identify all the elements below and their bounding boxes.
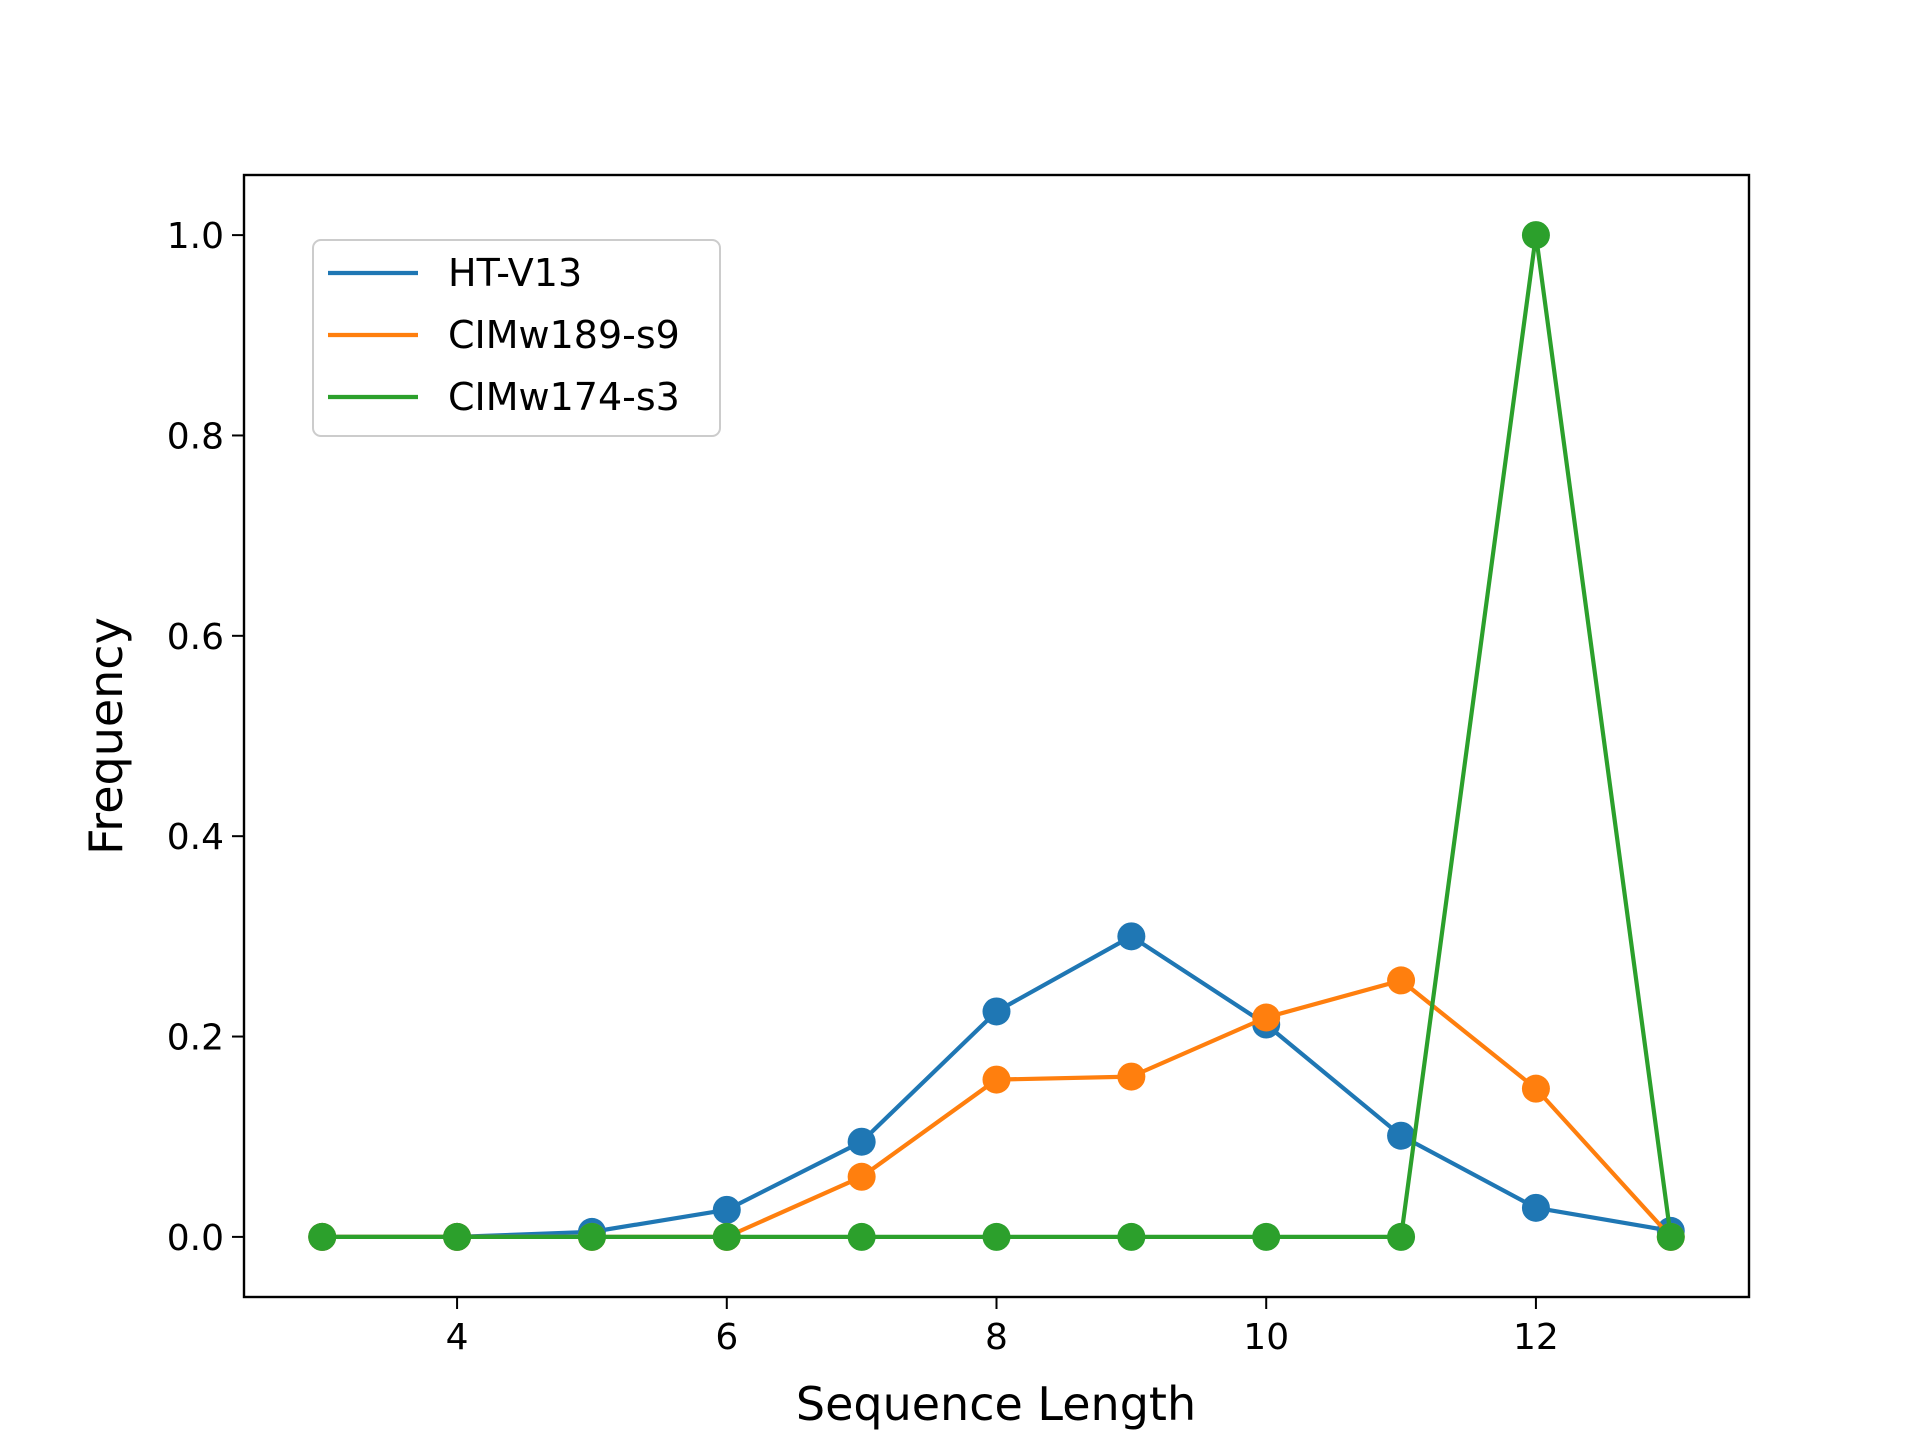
data-point <box>712 1195 741 1224</box>
data-point <box>847 1127 876 1156</box>
data-layer <box>308 221 1685 1251</box>
data-point <box>1117 922 1146 951</box>
y-tick-label: 1.0 <box>167 216 224 257</box>
data-point <box>982 997 1011 1026</box>
data-point <box>982 1065 1011 1094</box>
y-tick-label: 0.0 <box>167 1218 224 1259</box>
data-point <box>847 1222 876 1251</box>
data-point <box>1387 1121 1416 1150</box>
y-tick-label: 0.4 <box>167 817 224 858</box>
x-tick-label: 12 <box>1513 1317 1559 1358</box>
legend-label: HT-V13 <box>448 251 582 295</box>
data-point <box>1252 1003 1281 1032</box>
data-point <box>1521 1193 1550 1222</box>
data-point <box>1387 1222 1416 1251</box>
y-tick-label: 0.2 <box>167 1018 224 1059</box>
data-point <box>712 1222 741 1251</box>
data-point <box>1521 1074 1550 1103</box>
x-axis-title: Sequence Length <box>796 1377 1196 1431</box>
data-point <box>1656 1222 1685 1251</box>
data-point <box>1117 1062 1146 1091</box>
x-tick-label: 8 <box>985 1317 1008 1358</box>
data-point <box>1521 221 1550 250</box>
legend-label: CIMw189-s9 <box>448 313 680 357</box>
legend-box <box>312 239 721 437</box>
x-axis: 4 6 8 10 12 <box>446 1297 1559 1358</box>
y-tick-label: 0.6 <box>167 617 224 658</box>
y-axis-title: Frequency <box>79 617 133 855</box>
data-point <box>577 1222 606 1251</box>
legend: HT-V13 CIMw189-s9 CIMw174-s3 <box>312 239 721 437</box>
y-tick-label: 0.8 <box>167 416 224 457</box>
data-point <box>982 1222 1011 1251</box>
x-tick-label: 10 <box>1243 1317 1289 1358</box>
x-tick-label: 4 <box>446 1317 469 1358</box>
data-point <box>308 1222 337 1251</box>
series-3 <box>308 221 1685 1251</box>
data-point <box>443 1222 472 1251</box>
legend-label: CIMw174-s3 <box>448 375 680 419</box>
data-point <box>1387 966 1416 995</box>
y-axis: 0.0 0.2 0.4 0.6 0.8 1.0 <box>167 216 244 1259</box>
x-tick-label: 6 <box>715 1317 738 1358</box>
data-point <box>1117 1222 1146 1251</box>
data-point <box>847 1162 876 1191</box>
data-point <box>1252 1222 1281 1251</box>
